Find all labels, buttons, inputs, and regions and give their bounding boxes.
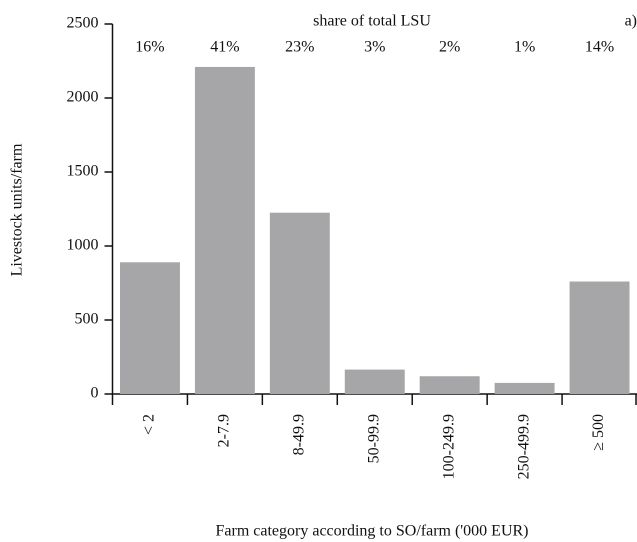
share-label: 16%	[135, 39, 164, 56]
share-label: 23%	[285, 39, 314, 56]
bar	[344, 369, 405, 394]
y-tick-label: 2500	[67, 15, 99, 32]
x-axis-title: Farm category according to SO/farm ('000…	[215, 523, 528, 540]
y-tick-label: 1000	[67, 237, 99, 254]
bar	[494, 382, 555, 394]
x-tick-label: 100-249.9	[440, 414, 457, 479]
share-label: 14%	[585, 39, 614, 56]
y-tick-label: 500	[75, 311, 99, 328]
bar	[194, 66, 255, 395]
y-axis-title: Livestock units/farm	[9, 143, 26, 276]
x-tick-label: 2-7.9	[216, 414, 233, 447]
x-tick-label: ≥ 500	[590, 414, 607, 451]
x-tick-label: < 2	[141, 414, 158, 435]
x-tick-label: 250-499.9	[515, 414, 532, 479]
share-label: 2%	[439, 39, 460, 56]
share-label: 41%	[210, 39, 239, 56]
bar	[569, 281, 630, 394]
bar	[419, 376, 480, 394]
share-label: 3%	[364, 39, 385, 56]
x-tick-label: 8-49.9	[290, 414, 307, 455]
panel-label: a)	[625, 13, 637, 30]
share-label: 1%	[514, 39, 535, 56]
annotation-title: share of total LSU	[313, 13, 431, 30]
y-tick-label: 1500	[67, 163, 99, 180]
bar	[269, 212, 330, 394]
y-tick-label: 0	[91, 385, 99, 402]
x-tick-label: 50-99.9	[365, 414, 382, 463]
bar	[119, 262, 180, 394]
y-tick-label: 2000	[67, 89, 99, 106]
